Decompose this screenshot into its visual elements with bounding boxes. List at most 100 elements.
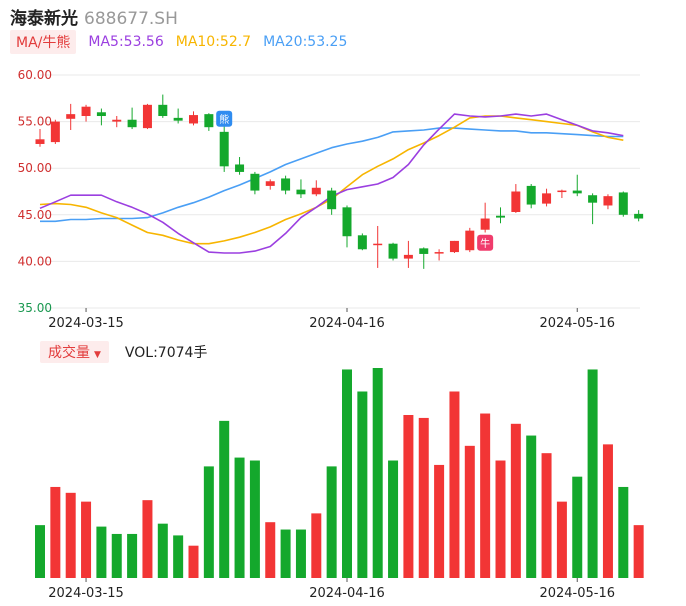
volume-bar (495, 460, 506, 578)
stock-title: 海泰新光 688677.SH (10, 4, 178, 29)
ma-legend: MA/牛熊 MA5:53.56 MA10:52.7 MA20:53.25 (10, 30, 348, 54)
candle-body (311, 187, 321, 195)
volume-bar (602, 444, 613, 578)
volume-bar (418, 417, 429, 578)
ma10-legend: MA10:52.7 (175, 34, 252, 50)
volume-bar (618, 486, 629, 578)
ma20-legend: MA20:53.25 (263, 34, 348, 50)
ma10-line (39, 115, 624, 245)
y-tick-label: 35.00 (18, 301, 52, 315)
candle-body (235, 164, 245, 172)
volume-bar (464, 445, 475, 578)
volume-bar (326, 466, 337, 578)
x-tick-label: 2024-04-16 (309, 316, 385, 331)
ma5-line (39, 113, 624, 254)
candle-body (265, 181, 275, 186)
candle-body (526, 185, 536, 205)
y-tick-label: 60.00 (18, 68, 52, 82)
x-tick-label: 2024-04-16 (309, 586, 385, 601)
volume-bar (142, 500, 153, 578)
bull-bear-badges: 熊牛 (216, 110, 494, 251)
candle-body (204, 114, 214, 128)
candle-body (250, 173, 260, 191)
volume-bar (510, 423, 521, 578)
y-tick-label: 45.00 (18, 208, 52, 222)
x-tick-label: 2024-03-15 (48, 316, 124, 331)
volume-bar (96, 526, 107, 578)
volume-bar (234, 457, 245, 578)
volume-bar (188, 545, 199, 578)
volume-bars (35, 368, 644, 578)
candle-body (158, 104, 168, 117)
volume-bar (35, 525, 45, 578)
candle-body (112, 119, 122, 122)
volume-bar (127, 533, 138, 578)
volume-bar (249, 460, 260, 578)
x-tick-label: 2024-05-16 (539, 316, 615, 331)
volume-bar (157, 523, 168, 578)
grid-lines (40, 74, 640, 309)
candle-body (81, 106, 91, 117)
candle-body (35, 139, 45, 144)
candle-body (296, 189, 306, 195)
volume-bar (65, 492, 76, 578)
volume-bar (357, 391, 368, 578)
stock-name: 海泰新光 (10, 9, 78, 29)
candle-body (588, 195, 598, 203)
candle-body (434, 252, 444, 254)
volume-bar (541, 453, 552, 578)
candle-body (189, 115, 198, 124)
volume-bar (556, 501, 567, 578)
volume-bar (449, 391, 460, 578)
volume-bar (342, 369, 352, 578)
candle-body (388, 243, 398, 259)
volume-tab[interactable]: 成交量 ▼ (40, 341, 109, 363)
candle-body (327, 190, 337, 210)
candle-body (511, 191, 521, 213)
ma5-legend: MA5:53.56 (88, 34, 164, 50)
candle-body (281, 178, 291, 191)
volume-bar (587, 369, 598, 578)
volume-bar (203, 466, 214, 578)
bull-badge-label: 牛 (480, 237, 490, 250)
candle-body (480, 218, 490, 230)
ma-tab[interactable]: MA/牛熊 (10, 30, 77, 54)
candlesticks (35, 94, 644, 269)
moving-average-lines (39, 113, 624, 254)
volume-bar (81, 501, 92, 578)
candle-body (618, 192, 628, 215)
stock-code: 688677.SH (84, 9, 178, 29)
y-tick-label: 50.00 (18, 161, 52, 175)
volume-bar (526, 435, 537, 578)
candle-body (542, 193, 552, 204)
date-axis: 2024-03-15 2024-04-16 2024-05-16 2024-03-15… (48, 308, 615, 601)
volume-bar (219, 420, 230, 578)
candle-body (173, 117, 183, 121)
candle-body (357, 235, 367, 250)
volume-bar (403, 414, 414, 578)
candle-body (142, 104, 152, 129)
volume-bar (50, 486, 61, 578)
volume-bar (572, 476, 583, 578)
candle-body (603, 196, 613, 206)
volume-bar (372, 368, 383, 578)
candle-body (403, 254, 413, 259)
volume-bar (311, 513, 322, 578)
volume-bar (388, 460, 399, 578)
candle-body (50, 121, 60, 143)
volume-legend: 成交量 ▼ VOL:7074手 (40, 341, 207, 363)
candle-body (634, 213, 644, 219)
bull-badge-icon (477, 234, 494, 251)
x-tick-label: 2024-05-16 (539, 586, 615, 601)
volume-bar (173, 535, 184, 578)
candle-body (557, 190, 567, 193)
candle-body (96, 112, 106, 117)
candle-body (419, 248, 429, 254)
volume-bar (111, 533, 122, 578)
volume-bar (633, 525, 644, 578)
ma20-line (40, 127, 624, 223)
x-tick-label: 2024-03-15 (48, 586, 124, 601)
candle-body (342, 207, 352, 237)
candle-body (66, 114, 76, 119)
